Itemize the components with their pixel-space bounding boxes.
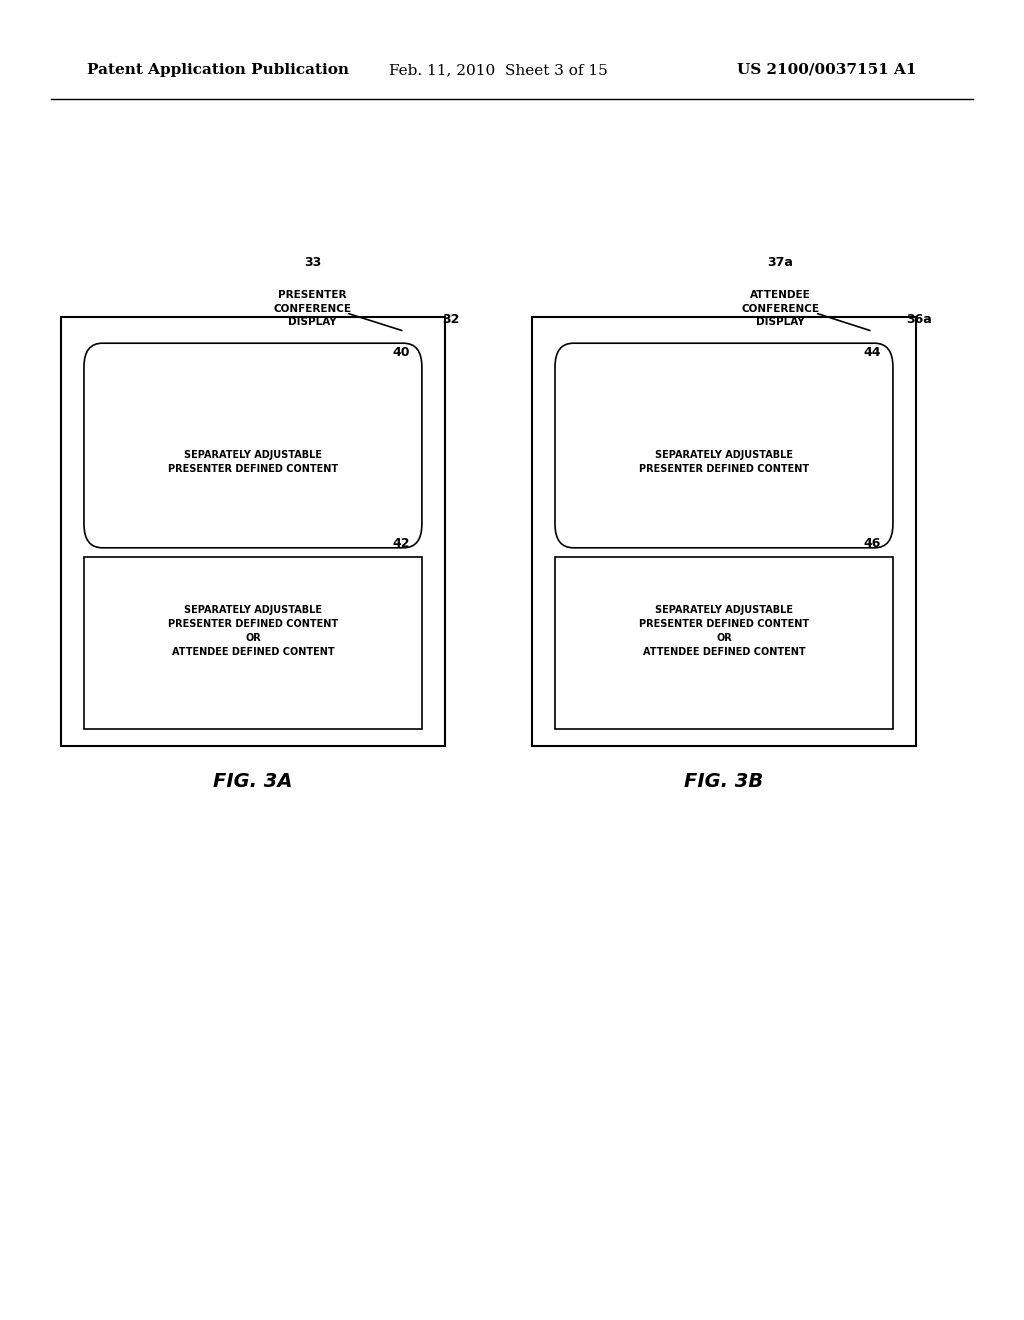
Text: 44: 44 bbox=[863, 346, 882, 359]
Text: SEPARATELY ADJUSTABLE
PRESENTER DEFINED CONTENT
OR
ATTENDEE DEFINED CONTENT: SEPARATELY ADJUSTABLE PRESENTER DEFINED … bbox=[639, 605, 809, 657]
FancyBboxPatch shape bbox=[555, 343, 893, 548]
Bar bbox=[532, 317, 916, 746]
Text: Patent Application Publication: Patent Application Publication bbox=[87, 63, 349, 77]
Text: FIG. 3B: FIG. 3B bbox=[684, 772, 764, 791]
Text: 37a: 37a bbox=[767, 256, 794, 269]
Bar bbox=[555, 557, 893, 729]
Text: FIG. 3A: FIG. 3A bbox=[213, 772, 293, 791]
Bar bbox=[84, 557, 422, 729]
Text: SEPARATELY ADJUSTABLE
PRESENTER DEFINED CONTENT
OR
ATTENDEE DEFINED CONTENT: SEPARATELY ADJUSTABLE PRESENTER DEFINED … bbox=[168, 605, 338, 657]
Text: 33: 33 bbox=[304, 256, 321, 269]
Text: SEPARATELY ADJUSTABLE
PRESENTER DEFINED CONTENT: SEPARATELY ADJUSTABLE PRESENTER DEFINED … bbox=[639, 450, 809, 474]
Text: SEPARATELY ADJUSTABLE
PRESENTER DEFINED CONTENT: SEPARATELY ADJUSTABLE PRESENTER DEFINED … bbox=[168, 450, 338, 474]
FancyBboxPatch shape bbox=[84, 343, 422, 548]
Text: 46: 46 bbox=[864, 537, 881, 550]
Bar bbox=[61, 317, 445, 746]
Text: PRESENTER
CONFERENCE
DISPLAY: PRESENTER CONFERENCE DISPLAY bbox=[273, 290, 351, 327]
Text: 40: 40 bbox=[392, 346, 411, 359]
Text: US 2100/0037151 A1: US 2100/0037151 A1 bbox=[737, 63, 916, 77]
Text: 32: 32 bbox=[442, 313, 459, 326]
Text: 42: 42 bbox=[392, 537, 411, 550]
Text: 36a: 36a bbox=[906, 313, 933, 326]
Text: Feb. 11, 2010  Sheet 3 of 15: Feb. 11, 2010 Sheet 3 of 15 bbox=[389, 63, 608, 77]
Text: ATTENDEE
CONFERENCE
DISPLAY: ATTENDEE CONFERENCE DISPLAY bbox=[741, 290, 819, 327]
